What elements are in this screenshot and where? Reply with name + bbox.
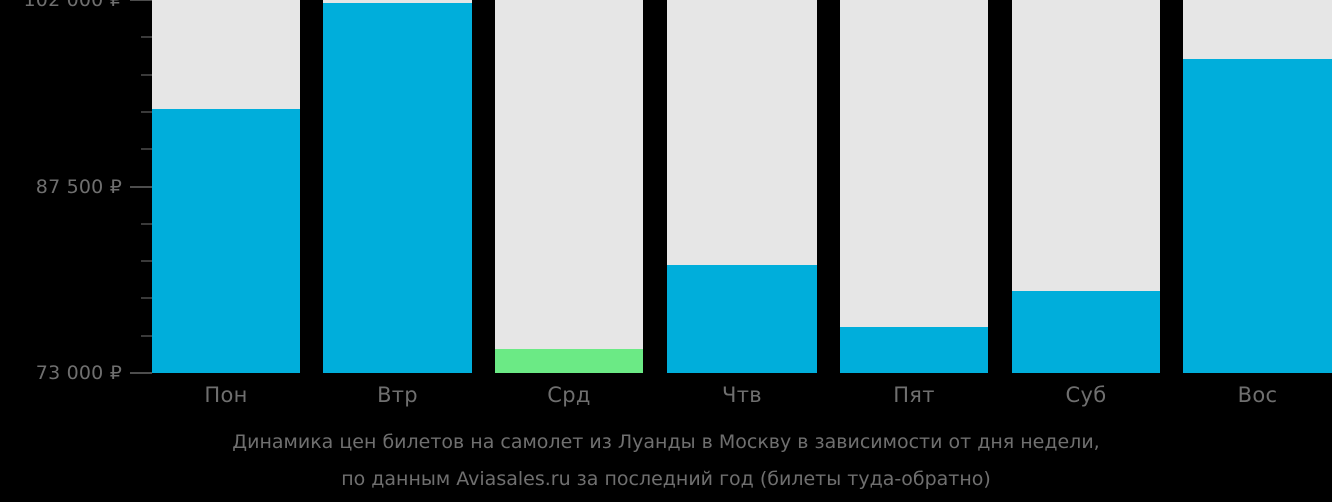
y-axis-tick-minor bbox=[141, 110, 152, 113]
y-axis-tick-major bbox=[130, 372, 152, 374]
y-axis-tick-major bbox=[130, 185, 152, 188]
bar-fill bbox=[1183, 59, 1332, 373]
x-axis-labels: Пон Втр Срд Чтв Пят Суб Вос bbox=[0, 373, 1332, 417]
y-axis-tick-minor bbox=[141, 260, 152, 263]
caption-line-1: Динамика цен билетов на самолет из Луанд… bbox=[232, 431, 1100, 453]
y-axis-tick-minor bbox=[141, 222, 152, 225]
plot-area: 102 000 ₽ 87 500 ₽ 73 000 ₽ bbox=[0, 0, 1332, 384]
bar-fill bbox=[667, 264, 817, 373]
y-axis-label: 102 000 ₽ bbox=[23, 0, 122, 11]
y-axis-label: 73 000 ₽ bbox=[35, 362, 122, 384]
bar-fill bbox=[840, 326, 988, 373]
bar-column[interactable] bbox=[1183, 0, 1332, 373]
y-axis-tick-minor bbox=[141, 297, 152, 300]
bar-fill bbox=[323, 2, 472, 373]
y-axis-tick-minor bbox=[141, 334, 152, 337]
x-axis-label-5: Суб bbox=[1065, 383, 1107, 407]
x-axis-label-6: Вос bbox=[1237, 383, 1278, 407]
caption-line-2: по данным Aviasales.ru за последний год … bbox=[341, 468, 991, 490]
y-axis: 102 000 ₽ 87 500 ₽ 73 000 ₽ bbox=[0, 0, 152, 384]
chart-caption: Динамика цен билетов на самолет из Луанд… bbox=[0, 424, 1332, 498]
y-axis-tick-minor bbox=[141, 36, 152, 39]
bar-column[interactable] bbox=[495, 0, 643, 373]
x-axis-label-2: Срд bbox=[547, 383, 591, 407]
bar-fill bbox=[152, 109, 300, 373]
bar-column[interactable] bbox=[323, 0, 472, 373]
bar-track bbox=[840, 0, 988, 373]
x-axis-label-1: Втр bbox=[377, 383, 418, 407]
bar-group bbox=[152, 0, 1332, 373]
y-axis-label: 87 500 ₽ bbox=[35, 175, 122, 198]
bar-fill-cheapest bbox=[495, 348, 643, 373]
x-axis-label-3: Чтв bbox=[722, 383, 762, 407]
bar-column[interactable] bbox=[667, 0, 817, 373]
bar-column[interactable] bbox=[840, 0, 988, 373]
bar-column[interactable] bbox=[1012, 0, 1160, 373]
y-axis-tick-minor bbox=[141, 148, 152, 151]
bar-fill bbox=[1012, 290, 1160, 373]
y-axis-tick-major bbox=[130, 0, 152, 1]
x-axis-label-4: Пят bbox=[893, 383, 935, 407]
bar-track bbox=[495, 0, 643, 373]
x-axis-label-0: Пон bbox=[204, 383, 248, 407]
bar-column[interactable] bbox=[152, 0, 300, 373]
y-axis-tick-minor bbox=[141, 73, 152, 76]
